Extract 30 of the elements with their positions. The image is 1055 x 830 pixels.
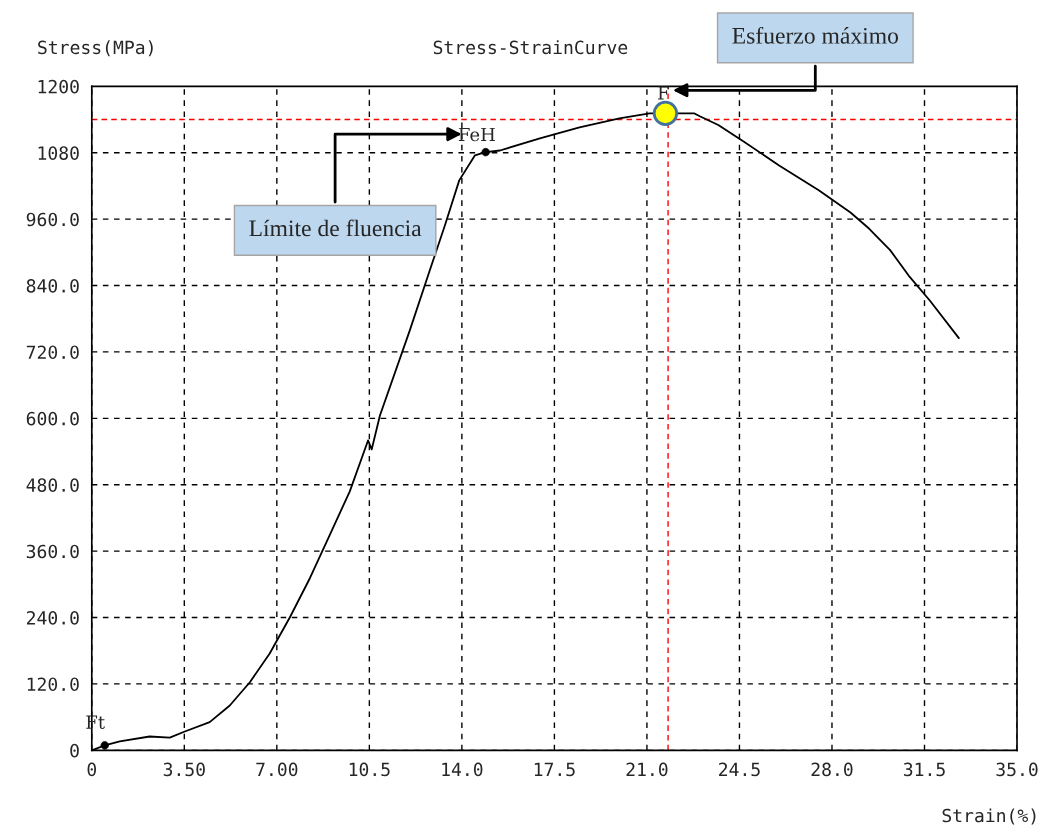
chart-title: Stress-StrainCurve: [433, 40, 628, 55]
y-tick-label: 600.0: [26, 411, 79, 426]
annotation: Límite de fluencia: [249, 219, 422, 237]
annotation: F: [658, 86, 669, 100]
y-axis-title: Stress(MPa): [38, 40, 153, 57]
x-tick-label: 24.5: [719, 762, 760, 777]
y-tick-label: 960.0: [26, 212, 79, 227]
y-tick-label: 1200: [38, 79, 79, 94]
x-tick-label: 14.0: [442, 762, 483, 777]
x-tick-label: 10.5: [349, 762, 390, 777]
x-tick-label: 31.5: [903, 762, 945, 777]
y-tick-label: 360.0: [26, 544, 79, 559]
y-tick-label: 840.0: [26, 279, 79, 293]
y-tick-label: 120.0: [27, 677, 79, 692]
x-tick-label: 3.50: [163, 762, 205, 777]
y-tick-label: 240.0: [26, 611, 79, 625]
point: [652, 100, 679, 127]
y-tick-label: 1080: [38, 146, 79, 160]
x-tick-label: 7.00: [256, 762, 298, 777]
y-tick-label: 0: [70, 743, 79, 758]
annotation: FeH: [458, 127, 495, 142]
y-tick-label: 480.0: [26, 478, 79, 492]
x-axis-title: Strain(%): [942, 808, 1036, 825]
x-tick-label: 28.0: [811, 762, 853, 777]
x-tick-label: 0: [87, 762, 97, 777]
x-tick-label: 17.5: [534, 762, 575, 777]
text: Esfuerzo máximo: [732, 26, 899, 44]
x-tick-label: 35.0: [996, 762, 1038, 777]
y-tick-label: 720.0: [26, 345, 79, 360]
x-tick-label: 21.0: [626, 762, 668, 777]
